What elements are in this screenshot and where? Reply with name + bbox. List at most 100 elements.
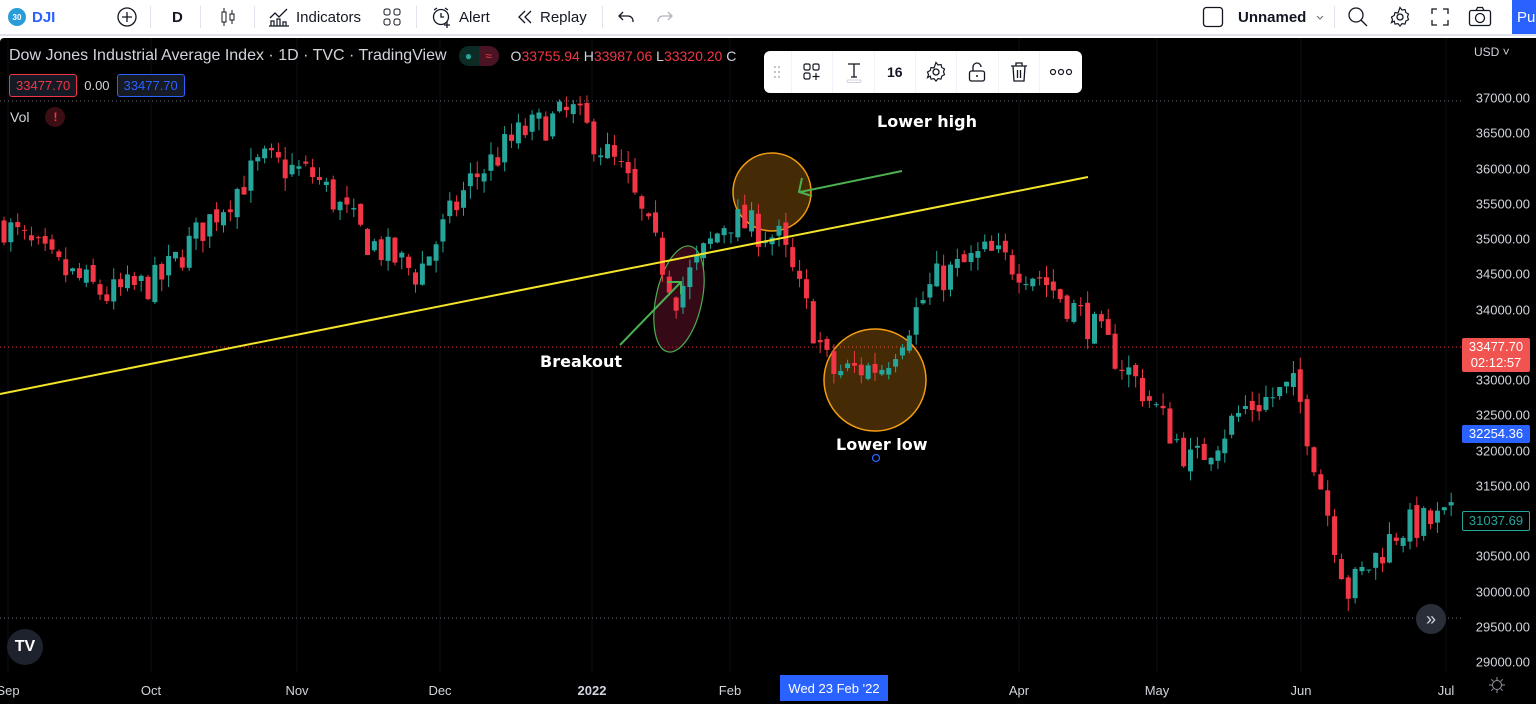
drawing-toolbar: 16: [764, 51, 1082, 93]
add-to-template-button[interactable]: [792, 51, 834, 93]
lower-high-arrow[interactable]: [797, 170, 903, 197]
price-tick: 35500.00: [1475, 196, 1530, 212]
add-symbol-button[interactable]: [116, 0, 138, 34]
time-tick: Dec: [428, 683, 452, 698]
lower-high-label[interactable]: Lower high: [877, 112, 977, 131]
bar-countdown: 02:12:57: [1470, 355, 1522, 370]
drag-handle[interactable]: [764, 51, 792, 93]
redo-button[interactable]: [656, 0, 674, 34]
layout-name-button[interactable]: Unnamed: [1238, 0, 1328, 34]
font-size-value: 16: [886, 64, 903, 80]
replay-label: Replay: [540, 8, 587, 26]
price-tick: 34000.00: [1475, 302, 1530, 317]
more-icon: [1050, 68, 1073, 76]
publish-button[interactable]: Pu: [1512, 0, 1536, 34]
time-axis[interactable]: Sep Oct Nov Dec 2022 Feb Apr May Jun Jul Wed 23 F…: [0, 672, 1462, 704]
current-price-tag: 33477.70 02:12:57: [1462, 338, 1530, 372]
tradingview-logo[interactable]: TV: [7, 629, 43, 665]
price-tick: 30500.00: [1475, 548, 1530, 564]
symbol-badge: 30: [8, 8, 26, 26]
price-tick: 30000.00: [1475, 584, 1530, 599]
price-tick: 33000.00: [1475, 372, 1530, 388]
gear-icon: [1390, 6, 1410, 28]
price-tick: 31500.00: [1475, 478, 1530, 494]
search-button[interactable]: [1347, 0, 1369, 34]
crosshair-date-tag: Wed 23 Feb '22: [780, 675, 888, 701]
divider: [200, 6, 201, 28]
delete-button[interactable]: [999, 51, 1041, 93]
price-tick: 32500.00: [1475, 407, 1530, 423]
candlestick-plot[interactable]: [0, 38, 1462, 672]
interval-label: D: [172, 8, 183, 26]
fullscreen-button[interactable]: [1430, 0, 1450, 34]
chart-type-button[interactable]: [219, 0, 237, 34]
time-tick: Jul: [1437, 683, 1455, 698]
price-tick: 32000.00: [1475, 443, 1530, 458]
text-color-button[interactable]: [833, 51, 875, 93]
market-open-icon: ●: [458, 46, 479, 66]
breakout-arrow[interactable]: [619, 281, 682, 346]
breakout-label[interactable]: Breakout: [540, 352, 622, 371]
cursor-marker: [871, 453, 881, 463]
divider: [254, 6, 255, 28]
volume-legend: Vol !: [10, 107, 66, 127]
time-tick: Sep: [0, 683, 20, 698]
time-tick: 2022: [577, 683, 607, 698]
axis-settings-button[interactable]: [1488, 676, 1506, 699]
symbol-search-button[interactable]: 30 DJI: [8, 0, 55, 34]
text-color-icon: [846, 63, 862, 83]
price-axis[interactable]: USD ˅ 37000.00 36500.00 36000.00 35500.00 35…: [1462, 38, 1536, 704]
lower-low-label[interactable]: Lower low: [836, 435, 928, 454]
settings-button[interactable]: [1389, 0, 1411, 34]
font-size-button[interactable]: 16: [875, 51, 916, 93]
search-icon: [1348, 7, 1368, 27]
more-button[interactable]: [1040, 51, 1082, 93]
sell-price-button[interactable]: 33477.70: [9, 74, 78, 97]
delayed-data-icon: ≈: [478, 46, 499, 66]
candles-icon: [221, 8, 235, 26]
layout-name: Unnamed: [1238, 8, 1307, 26]
chart-pane[interactable]: Lower high Breakout Lower low Dow Jones …: [0, 38, 1536, 704]
chevron-down-icon: [1316, 15, 1324, 20]
last-close-tag: 31037.69: [1462, 511, 1530, 531]
interval-button[interactable]: D: [172, 0, 183, 34]
symbol-name: DJI: [32, 8, 56, 26]
screenshot-button[interactable]: [1468, 0, 1492, 34]
chart-title: Dow Jones Industrial Average Index · 1D …: [9, 47, 447, 64]
double-chevron-right-icon: »: [1425, 608, 1436, 629]
publish-label: Pu: [1517, 8, 1536, 26]
price-tick: 29000.00: [1475, 654, 1530, 670]
undo-icon: [618, 11, 634, 22]
currency-label: USD: [1474, 45, 1500, 59]
layout-checkbox-icon: [1202, 6, 1224, 28]
alert-button[interactable]: Alert: [431, 0, 490, 34]
indicators-icon: [269, 8, 289, 27]
add-to-template-icon: [803, 63, 820, 80]
trendline[interactable]: [0, 176, 1089, 395]
delete-icon: [1011, 62, 1028, 82]
scroll-to-realtime-button[interactable]: »: [1416, 604, 1446, 634]
lock-button[interactable]: [957, 51, 999, 93]
market-status[interactable]: ● ≈: [458, 46, 499, 66]
indicators-label: Indicators: [296, 8, 362, 26]
replay-button[interactable]: Replay: [516, 0, 587, 34]
drawing-settings-button[interactable]: [916, 51, 958, 93]
templates-button[interactable]: [382, 0, 402, 34]
unlock-icon: [969, 62, 986, 82]
crosshair-price-tag: 32254.36: [1462, 425, 1530, 443]
layout-checkbox[interactable]: [1202, 0, 1224, 34]
warning-icon[interactable]: !: [45, 107, 66, 127]
fullscreen-icon: [1431, 8, 1449, 26]
replay-icon: [518, 10, 532, 24]
top-toolbar: 30 DJI D Indicators Alert Replay Unnamed: [0, 0, 1536, 36]
buy-price-button[interactable]: 33477.70: [116, 74, 185, 97]
price-tick: 35000.00: [1475, 231, 1530, 247]
price-tick: 29500.00: [1475, 619, 1530, 635]
settings-icon: [926, 61, 946, 83]
price-tick: 36500.00: [1475, 125, 1530, 141]
indicators-button[interactable]: Indicators: [268, 0, 361, 34]
currency-selector[interactable]: USD ˅: [1474, 45, 1510, 59]
undo-button[interactable]: [617, 0, 635, 34]
drag-handle-icon: [774, 66, 781, 78]
quick-trade: 33477.70 0.00 33477.70: [9, 74, 185, 97]
